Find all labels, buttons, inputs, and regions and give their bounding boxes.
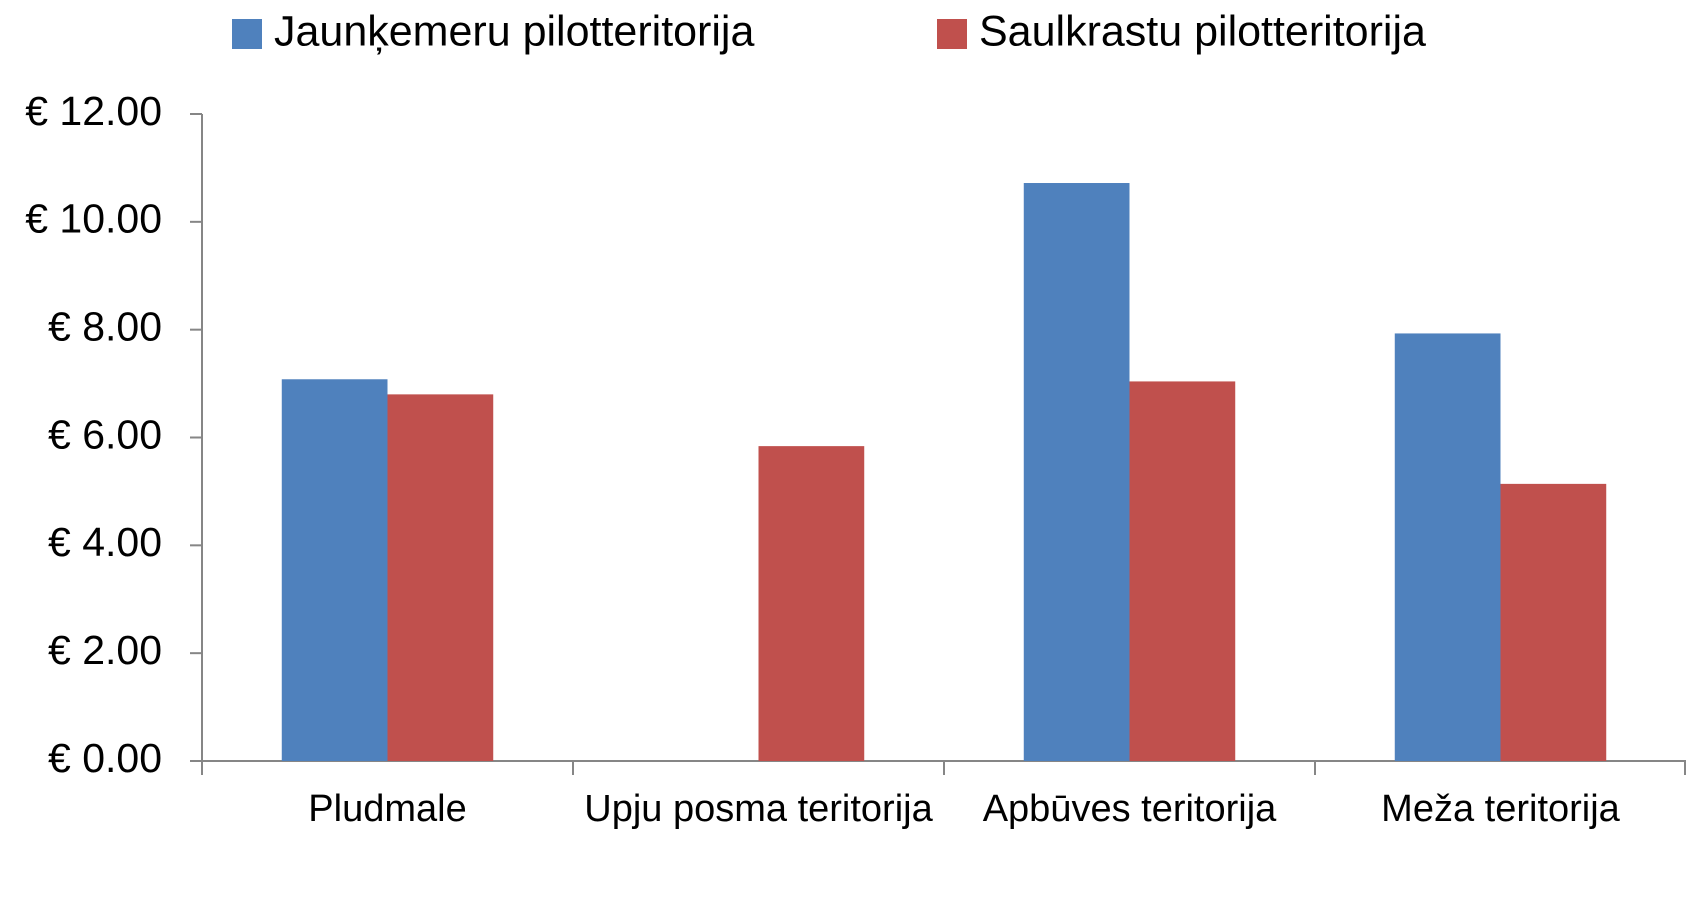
x-tick-label: Upju posma teritorija [584, 788, 933, 830]
x-tick-label: Apbūves teritorija [982, 788, 1277, 830]
bar [1394, 333, 1501, 761]
legend-label: Saulkrastu pilotteritorija [979, 7, 1426, 55]
legend-label: Jaunķemeru pilotteritorija [274, 7, 754, 55]
bar [1023, 183, 1130, 762]
bar [1500, 483, 1607, 761]
y-tick-label: € 6.00 [48, 411, 162, 457]
y-tick-label: € 8.00 [48, 303, 162, 349]
y-tick-label: € 0.00 [48, 735, 162, 781]
y-tick-label: € 2.00 [48, 627, 162, 673]
y-tick-label: € 12.00 [25, 88, 162, 134]
bar [758, 446, 865, 761]
bar [387, 394, 494, 761]
bar [1129, 381, 1236, 761]
x-tick-label: Meža teritorija [1381, 788, 1620, 830]
y-tick-label: € 10.00 [25, 196, 162, 242]
bar [281, 379, 388, 761]
legend-swatch [937, 19, 967, 49]
y-tick-label: € 4.00 [48, 519, 162, 565]
x-tick-label: Pludmale [308, 788, 467, 830]
legend-swatch [232, 19, 262, 49]
